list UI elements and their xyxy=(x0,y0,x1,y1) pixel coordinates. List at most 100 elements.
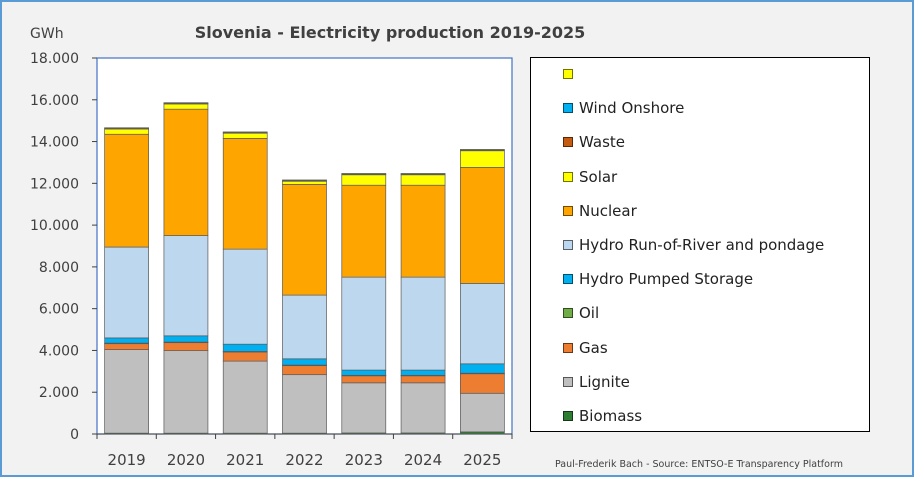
y-tick-label: 14.000 xyxy=(30,135,79,151)
y-tick-label: 2.000 xyxy=(39,385,79,401)
legend-swatch xyxy=(563,377,573,387)
bar-segment xyxy=(283,365,327,374)
bar-segment xyxy=(223,361,267,433)
y-tick-label: 4.000 xyxy=(39,343,79,359)
bar-segment xyxy=(342,277,386,370)
legend-swatch xyxy=(563,411,573,421)
bar-segment xyxy=(342,376,386,383)
legend-item: Waste xyxy=(563,132,625,152)
bar-segment xyxy=(105,134,149,247)
bar-segment xyxy=(223,352,267,361)
legend-swatch xyxy=(563,274,573,284)
bar-segment xyxy=(223,249,267,344)
bar-segment xyxy=(460,149,504,150)
x-tick-label: 2023 xyxy=(345,451,383,469)
bar-segment xyxy=(460,167,504,283)
legend-item: Solar xyxy=(563,167,617,187)
bar-segment xyxy=(223,132,267,133)
legend-swatch xyxy=(563,137,573,147)
plot-area: 0 2.000 4.000 6.000 8.000 10.000 12.000 14.000 1… xyxy=(30,51,512,469)
bar-segment xyxy=(105,128,149,129)
bar-segment xyxy=(460,393,504,432)
x-tick-label: 2022 xyxy=(285,451,323,469)
bar-segment xyxy=(164,236,208,336)
bar-segment xyxy=(105,350,149,434)
legend-swatch xyxy=(563,240,573,250)
x-tick-label: 2025 xyxy=(463,451,501,469)
y-tick-label: 16.000 xyxy=(30,93,79,109)
y-tick-label: 0 xyxy=(70,427,79,443)
x-tick-label: 2021 xyxy=(226,451,264,469)
bar-segment xyxy=(401,383,445,433)
bar-segment xyxy=(223,344,267,351)
bar-segment xyxy=(401,185,445,277)
legend-label: Waste xyxy=(579,133,625,151)
bar-segment xyxy=(401,370,445,375)
legend-label: Solar xyxy=(579,168,617,186)
bar-segment xyxy=(401,277,445,370)
bar-segment xyxy=(460,373,504,393)
legend-item: Hydro Pumped Storage xyxy=(563,269,753,289)
legend-swatch xyxy=(563,206,573,216)
x-tick-label: 2019 xyxy=(108,451,146,469)
bar-segment xyxy=(105,247,149,338)
bar-segment xyxy=(460,151,504,168)
bar-segment xyxy=(283,180,327,181)
bar-segment xyxy=(105,129,149,134)
legend-swatch xyxy=(563,103,573,113)
legend-item xyxy=(563,64,579,84)
legend-swatch xyxy=(563,308,573,318)
bar-segment xyxy=(342,174,386,175)
legend-label: Oil xyxy=(579,304,599,322)
bar-segment xyxy=(401,175,445,185)
bar-segment xyxy=(342,185,386,277)
x-tick-label: 2024 xyxy=(404,451,442,469)
bar-segment xyxy=(460,283,504,363)
bar-segment xyxy=(164,342,208,350)
legend-label: Biomass xyxy=(579,407,642,425)
bar-segment xyxy=(401,174,445,175)
legend-label: Hydro Run-of-River and pondage xyxy=(579,236,824,254)
legend-label: Wind Onshore xyxy=(579,99,684,117)
bar-segment xyxy=(283,184,327,295)
source-note: Paul-Frederik Bach - Source: ENTSO-E Tra… xyxy=(555,459,843,470)
legend: Wind Onshore Waste Solar Nuclear Hydro Run-o… xyxy=(530,57,870,432)
bar-segment xyxy=(460,364,504,373)
bar-segment xyxy=(401,376,445,383)
legend-item: Nuclear xyxy=(563,201,637,221)
bar-segment xyxy=(342,370,386,375)
y-tick-label: 10.000 xyxy=(30,218,79,234)
bar-segment xyxy=(283,295,327,359)
bar-segment xyxy=(223,138,267,249)
bar-segment xyxy=(283,181,327,184)
legend-swatch xyxy=(563,172,573,182)
y-tick-label: 8.000 xyxy=(39,260,79,276)
x-tick-label: 2020 xyxy=(167,451,205,469)
y-tick-label: 12.000 xyxy=(30,176,79,192)
bar-segment xyxy=(223,133,267,138)
bar-segment xyxy=(283,375,327,433)
chart-title: Slovenia - Electricity production 2019-2… xyxy=(195,23,586,42)
legend-item: Lignite xyxy=(563,372,630,392)
y-axis-label: GWh xyxy=(30,26,64,42)
legend-swatch xyxy=(563,69,573,79)
legend-item: Oil xyxy=(563,303,599,323)
y-tick-label: 6.000 xyxy=(39,302,79,318)
bar-segment xyxy=(164,109,208,235)
legend-swatch xyxy=(563,343,573,353)
bar-segment xyxy=(342,175,386,185)
legend-label: Nuclear xyxy=(579,202,637,220)
bar-segment xyxy=(164,336,208,342)
legend-label: Hydro Pumped Storage xyxy=(579,270,753,288)
legend-label: Gas xyxy=(579,339,608,357)
legend-item: Hydro Run-of-River and pondage xyxy=(563,235,824,255)
y-tick-label: 18.000 xyxy=(30,51,79,67)
legend-label: Lignite xyxy=(579,373,630,391)
bar-segment xyxy=(164,351,208,434)
bar-segment xyxy=(283,359,327,365)
legend-item: Biomass xyxy=(563,406,642,426)
bar-segment xyxy=(342,383,386,433)
bar-segment xyxy=(164,103,208,104)
bar-segment xyxy=(164,104,208,109)
legend-item: Wind Onshore xyxy=(563,98,684,118)
